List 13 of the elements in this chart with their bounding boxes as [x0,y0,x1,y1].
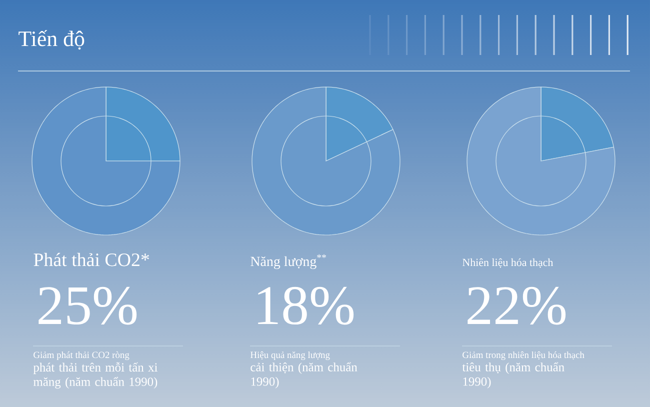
text: 18% [258,286,354,325]
text: Năng lượng$^{**}$ [250,254,326,270]
text: 22% [468,286,566,325]
text: tiêu thụ (năm chuẩn 1990) [462,362,564,388]
text: cải thiện (năm chuẩn 1990) [250,362,358,388]
text: Giảm trong nhiên liệu hóa thạch [462,351,584,360]
text: Hiệu quả năng lượng [250,351,330,360]
text: Giảm phát thải CO2 ròng [34,351,130,360]
text: 25% [38,286,137,325]
text: Nhiên liệu hóa thạch [462,258,554,268]
text: Tiến độ [18,30,84,50]
text: Phát thải CO2* [34,252,150,266]
text: phát thải trên mỗi tấn xi măng (năm chuẩn 1990) [33,362,158,389]
